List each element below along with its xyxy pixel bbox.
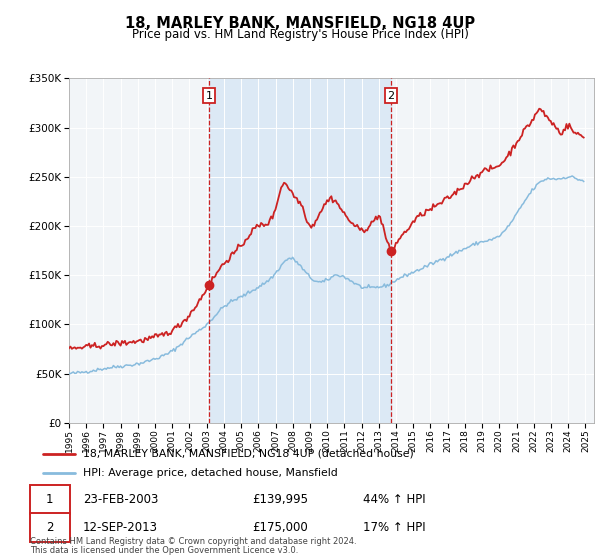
Text: This data is licensed under the Open Government Licence v3.0.: This data is licensed under the Open Gov… [30,547,298,556]
Bar [209,78,391,423]
Text: 44% ↑ HPI: 44% ↑ HPI [362,493,425,506]
Text: £139,995: £139,995 [252,493,308,506]
Text: 17% ↑ HPI: 17% ↑ HPI [362,521,425,534]
Text: 18, MARLEY BANK, MANSFIELD, NG18 4UP (detached house): 18, MARLEY BANK, MANSFIELD, NG18 4UP (de… [83,449,413,459]
Text: Contains HM Land Registry data © Crown copyright and database right 2024.: Contains HM Land Registry data © Crown c… [30,538,356,547]
Text: 18, MARLEY BANK, MANSFIELD, NG18 4UP: 18, MARLEY BANK, MANSFIELD, NG18 4UP [125,16,475,31]
Text: 2: 2 [388,91,395,101]
Text: HPI: Average price, detached house, Mansfield: HPI: Average price, detached house, Mans… [83,468,338,478]
Text: 23-FEB-2003: 23-FEB-2003 [83,493,158,506]
Text: 1: 1 [206,91,212,101]
Text: 2: 2 [46,521,53,534]
Text: £175,000: £175,000 [252,521,308,534]
Text: 12-SEP-2013: 12-SEP-2013 [83,521,158,534]
Text: Price paid vs. HM Land Registry's House Price Index (HPI): Price paid vs. HM Land Registry's House … [131,28,469,41]
Text: 1: 1 [46,493,53,506]
FancyBboxPatch shape [30,485,70,514]
FancyBboxPatch shape [30,514,70,542]
